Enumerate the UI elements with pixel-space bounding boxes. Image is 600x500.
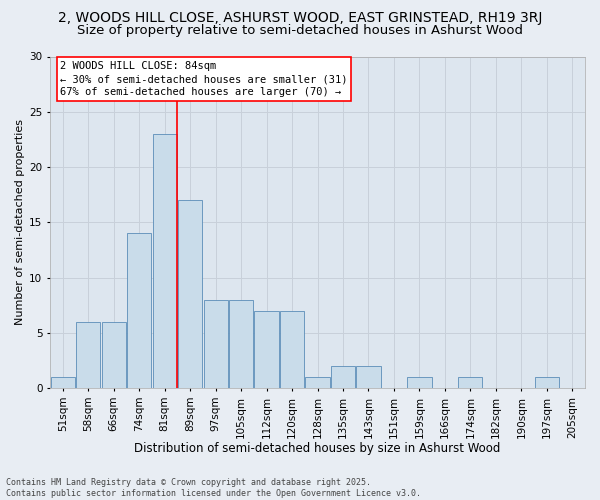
Bar: [101, 322, 126, 388]
Bar: [458, 377, 482, 388]
Bar: [356, 366, 380, 388]
Text: 2, WOODS HILL CLOSE, ASHURST WOOD, EAST GRINSTEAD, RH19 3RJ: 2, WOODS HILL CLOSE, ASHURST WOOD, EAST …: [58, 11, 542, 25]
Y-axis label: Number of semi-detached properties: Number of semi-detached properties: [15, 120, 25, 326]
Bar: [305, 377, 329, 388]
Bar: [535, 377, 559, 388]
Bar: [178, 200, 202, 388]
Bar: [203, 300, 228, 388]
Bar: [50, 377, 75, 388]
Bar: [127, 234, 151, 388]
Text: Contains HM Land Registry data © Crown copyright and database right 2025.
Contai: Contains HM Land Registry data © Crown c…: [6, 478, 421, 498]
Bar: [152, 134, 177, 388]
Bar: [331, 366, 355, 388]
Bar: [407, 377, 431, 388]
Bar: [254, 310, 278, 388]
Text: 2 WOODS HILL CLOSE: 84sqm
← 30% of semi-detached houses are smaller (31)
67% of : 2 WOODS HILL CLOSE: 84sqm ← 30% of semi-…: [60, 61, 348, 98]
Bar: [76, 322, 100, 388]
X-axis label: Distribution of semi-detached houses by size in Ashurst Wood: Distribution of semi-detached houses by …: [134, 442, 501, 455]
Bar: [229, 300, 253, 388]
Text: Size of property relative to semi-detached houses in Ashurst Wood: Size of property relative to semi-detach…: [77, 24, 523, 37]
Bar: [280, 310, 304, 388]
